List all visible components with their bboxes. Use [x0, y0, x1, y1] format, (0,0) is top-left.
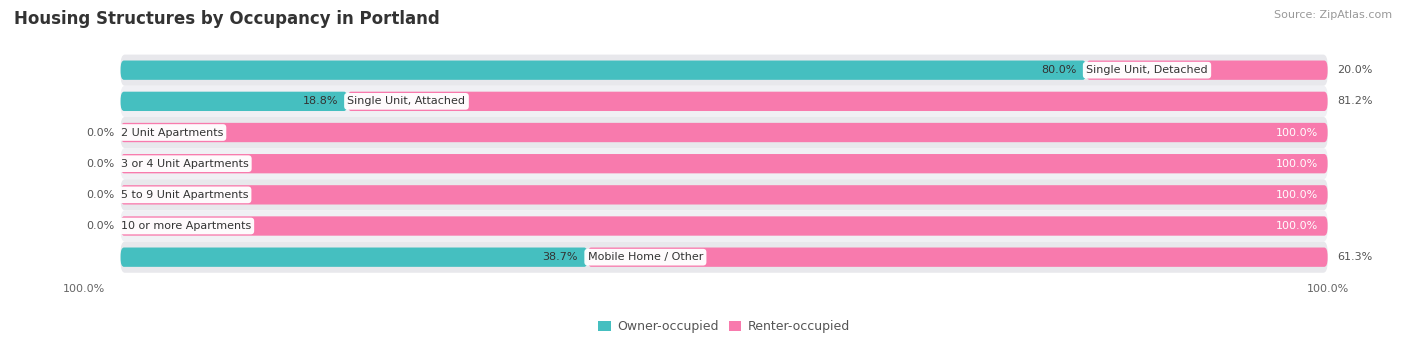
FancyBboxPatch shape [347, 92, 1327, 111]
FancyBboxPatch shape [121, 179, 1327, 210]
FancyBboxPatch shape [121, 185, 1327, 205]
Legend: Owner-occupied, Renter-occupied: Owner-occupied, Renter-occupied [593, 315, 855, 338]
Text: Single Unit, Detached: Single Unit, Detached [1087, 65, 1208, 75]
Text: 2 Unit Apartments: 2 Unit Apartments [121, 128, 224, 137]
FancyBboxPatch shape [1087, 60, 1327, 80]
FancyBboxPatch shape [121, 241, 1327, 273]
Text: Single Unit, Attached: Single Unit, Attached [347, 97, 465, 106]
Text: 5 to 9 Unit Apartments: 5 to 9 Unit Apartments [121, 190, 247, 200]
Text: 100.0%: 100.0% [1275, 221, 1317, 231]
Text: 61.3%: 61.3% [1337, 252, 1372, 262]
Text: 0.0%: 0.0% [86, 159, 114, 169]
Text: 100.0%: 100.0% [1275, 128, 1317, 137]
Text: 18.8%: 18.8% [302, 97, 337, 106]
FancyBboxPatch shape [121, 86, 1327, 117]
Text: Source: ZipAtlas.com: Source: ZipAtlas.com [1274, 10, 1392, 20]
FancyBboxPatch shape [121, 60, 1087, 80]
FancyBboxPatch shape [121, 148, 1327, 179]
Text: 3 or 4 Unit Apartments: 3 or 4 Unit Apartments [121, 159, 249, 169]
Text: 20.0%: 20.0% [1337, 65, 1372, 75]
Text: 80.0%: 80.0% [1042, 65, 1077, 75]
FancyBboxPatch shape [121, 154, 1327, 173]
Text: 0.0%: 0.0% [86, 190, 114, 200]
Text: 0.0%: 0.0% [86, 221, 114, 231]
Text: Housing Structures by Occupancy in Portland: Housing Structures by Occupancy in Portl… [14, 10, 440, 28]
Text: 81.2%: 81.2% [1337, 97, 1372, 106]
Text: Mobile Home / Other: Mobile Home / Other [588, 252, 703, 262]
Text: 0.0%: 0.0% [86, 128, 114, 137]
FancyBboxPatch shape [121, 210, 1327, 241]
FancyBboxPatch shape [121, 117, 1327, 148]
FancyBboxPatch shape [121, 92, 347, 111]
Text: 10 or more Apartments: 10 or more Apartments [121, 221, 250, 231]
FancyBboxPatch shape [121, 248, 588, 267]
Text: 100.0%: 100.0% [1275, 190, 1317, 200]
Text: 100.0%: 100.0% [1275, 159, 1317, 169]
FancyBboxPatch shape [588, 248, 1327, 267]
Text: 38.7%: 38.7% [543, 252, 578, 262]
FancyBboxPatch shape [121, 55, 1327, 86]
FancyBboxPatch shape [121, 123, 1327, 142]
FancyBboxPatch shape [121, 216, 1327, 236]
